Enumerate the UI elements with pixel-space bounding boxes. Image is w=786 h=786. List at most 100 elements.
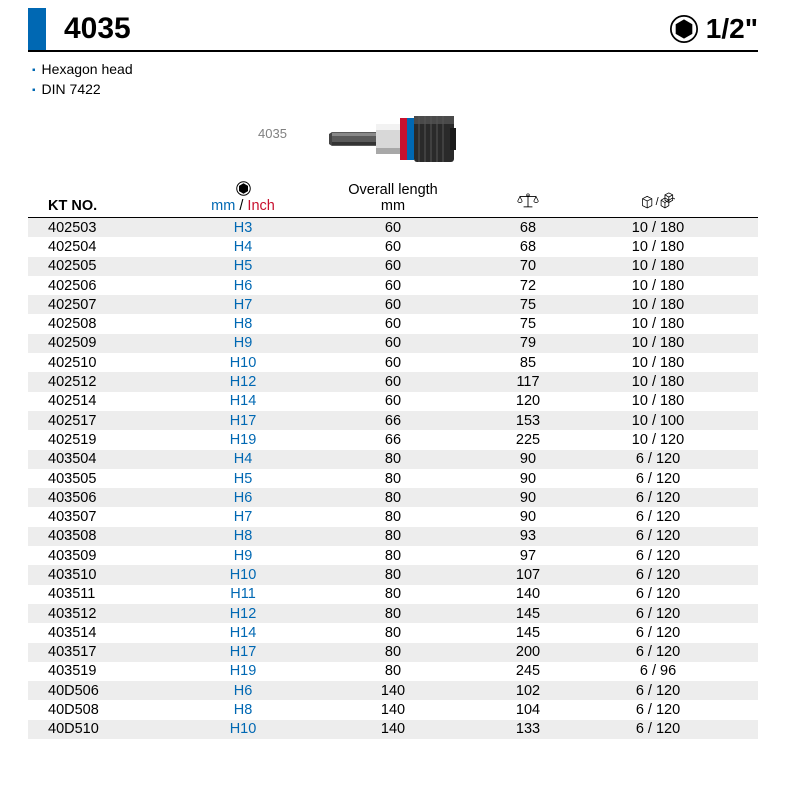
cell-weight: 133 (468, 721, 588, 737)
table-row: 403511H11801406 / 120 (28, 585, 758, 604)
table-row: 403514H14801456 / 120 (28, 623, 758, 642)
cell-size: H8 (168, 528, 318, 544)
cell-ktno: 402504 (28, 239, 168, 255)
th-inch: Inch (247, 198, 274, 214)
cell-size: H19 (168, 432, 318, 448)
cell-ktno: 402509 (28, 335, 168, 351)
cell-weight: 97 (468, 548, 588, 564)
cell-ktno: 403514 (28, 625, 168, 641)
cell-ktno: 402512 (28, 374, 168, 390)
cell-length: 140 (318, 683, 468, 699)
cell-pack: 6 / 120 (588, 509, 728, 525)
hexagon-icon (670, 15, 698, 43)
cell-size: H3 (168, 220, 318, 236)
table-row: 403508H880936 / 120 (28, 527, 758, 546)
table-row: 402514H146012010 / 180 (28, 392, 758, 411)
cell-size: H5 (168, 471, 318, 487)
note-bullet: DIN 7422 (32, 80, 758, 100)
cell-weight: 93 (468, 528, 588, 544)
cell-length: 60 (318, 220, 468, 236)
cell-length: 80 (318, 644, 468, 660)
cell-size: H14 (168, 393, 318, 409)
cell-weight: 70 (468, 258, 588, 274)
table-body: 402503H3606810 / 180402504H4606810 / 180… (28, 218, 758, 739)
table-row: 402507H7607510 / 180 (28, 295, 758, 314)
th-length: Overall length mm (318, 182, 468, 214)
table-row: 403505H580906 / 120 (28, 469, 758, 488)
cell-pack: 6 / 120 (588, 644, 728, 660)
cell-ktno: 403519 (28, 663, 168, 679)
cell-weight: 200 (468, 644, 588, 660)
cell-size: H4 (168, 451, 318, 467)
cell-pack: 10 / 120 (588, 432, 728, 448)
table-row: 402504H4606810 / 180 (28, 237, 758, 256)
cell-ktno: 403505 (28, 471, 168, 487)
cell-weight: 145 (468, 625, 588, 641)
cell-size: H6 (168, 278, 318, 294)
cell-size: H7 (168, 297, 318, 313)
cell-size: H10 (168, 721, 318, 737)
cell-weight: 145 (468, 606, 588, 622)
cell-pack: 6 / 120 (588, 586, 728, 602)
cell-weight: 72 (468, 278, 588, 294)
cell-ktno: 402506 (28, 278, 168, 294)
cell-pack: 10 / 180 (588, 297, 728, 313)
cell-size: H6 (168, 490, 318, 506)
th-pack: / (588, 192, 728, 214)
cell-length: 60 (318, 355, 468, 371)
cell-weight: 225 (468, 432, 588, 448)
cell-weight: 90 (468, 471, 588, 487)
cell-length: 60 (318, 393, 468, 409)
th-weight (468, 192, 588, 214)
cell-ktno: 403512 (28, 606, 168, 622)
table-row: 403507H780906 / 120 (28, 507, 758, 526)
cell-ktno: 40D506 (28, 683, 168, 699)
header: 4035 1/2" (28, 8, 758, 52)
cell-length: 66 (318, 432, 468, 448)
cell-length: 60 (318, 335, 468, 351)
cell-pack: 6 / 120 (588, 683, 728, 699)
cell-size: H12 (168, 374, 318, 390)
cell-length: 80 (318, 471, 468, 487)
cell-length: 80 (318, 586, 468, 602)
cell-weight: 68 (468, 220, 588, 236)
table-row: 403504H480906 / 120 (28, 450, 758, 469)
product-number: 4035 (64, 12, 670, 46)
th-length-l2: mm (381, 198, 405, 214)
cell-length: 60 (318, 258, 468, 274)
cell-length: 80 (318, 451, 468, 467)
cell-length: 60 (318, 278, 468, 294)
cell-ktno: 403511 (28, 586, 168, 602)
cell-size: H8 (168, 316, 318, 332)
cell-weight: 153 (468, 413, 588, 429)
cell-length: 80 (318, 490, 468, 506)
table-row: 402509H9607910 / 180 (28, 334, 758, 353)
cell-pack: 6 / 120 (588, 567, 728, 583)
table-row: 40D510H101401336 / 120 (28, 720, 758, 739)
cell-size: H11 (168, 586, 318, 602)
cell-weight: 245 (468, 663, 588, 679)
cell-pack: 6 / 120 (588, 528, 728, 544)
cell-weight: 68 (468, 239, 588, 255)
cell-weight: 104 (468, 702, 588, 718)
th-size: mm / Inch (168, 181, 318, 214)
th-ktno: KT NO. (28, 198, 168, 214)
cell-length: 80 (318, 663, 468, 679)
cell-weight: 117 (468, 374, 588, 390)
cell-length: 60 (318, 316, 468, 332)
cell-pack: 6 / 96 (588, 663, 728, 679)
cell-pack: 6 / 120 (588, 606, 728, 622)
table-row: 403509H980976 / 120 (28, 546, 758, 565)
cell-weight: 79 (468, 335, 588, 351)
cell-pack: 10 / 100 (588, 413, 728, 429)
cell-ktno: 40D510 (28, 721, 168, 737)
cell-ktno: 402514 (28, 393, 168, 409)
cell-pack: 6 / 120 (588, 625, 728, 641)
cell-length: 66 (318, 413, 468, 429)
table-row: 402505H5607010 / 180 (28, 257, 758, 276)
cell-size: H8 (168, 702, 318, 718)
cell-ktno: 402508 (28, 316, 168, 332)
cell-pack: 10 / 180 (588, 258, 728, 274)
cell-ktno: 403506 (28, 490, 168, 506)
cell-ktno: 402517 (28, 413, 168, 429)
